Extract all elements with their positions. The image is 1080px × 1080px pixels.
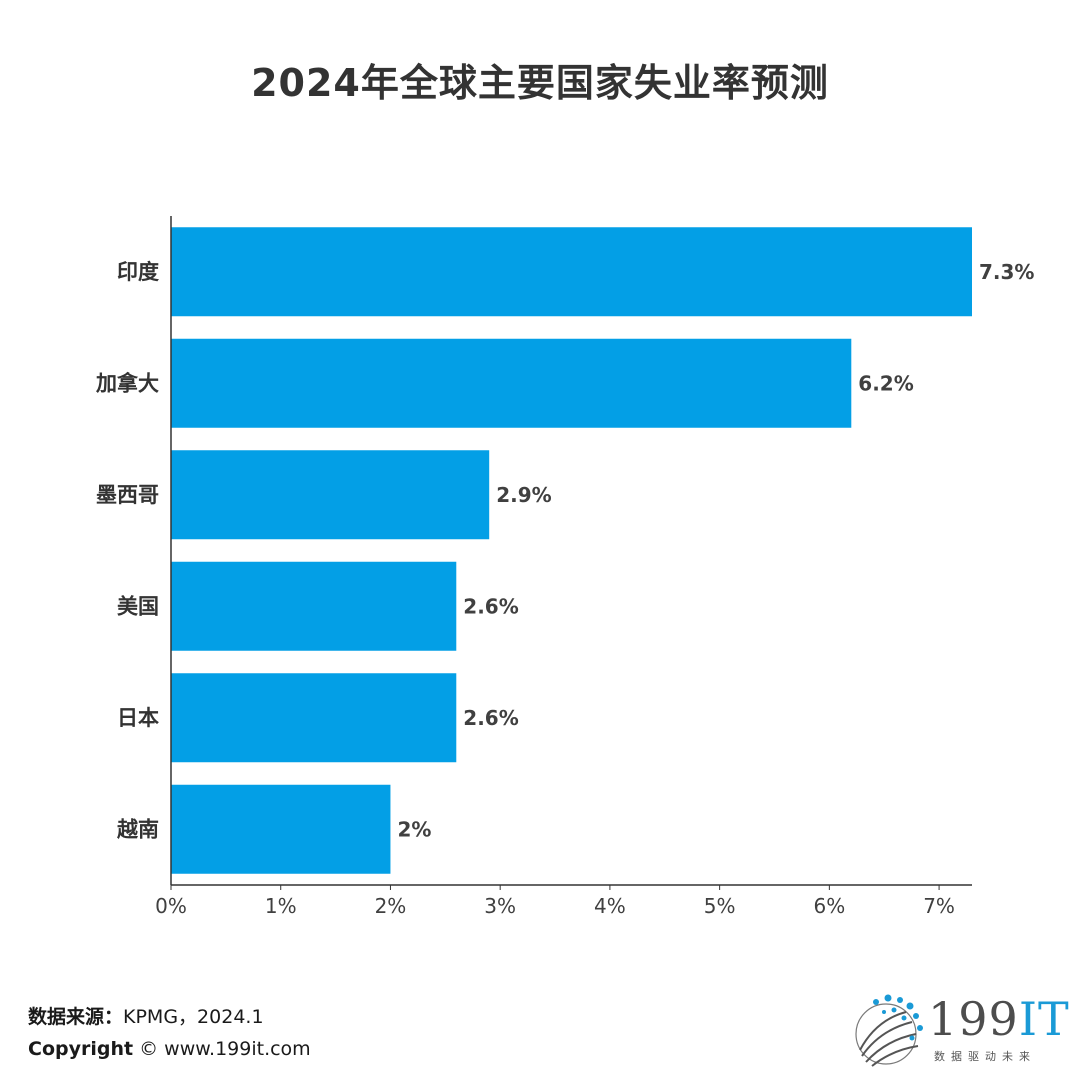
value-label-1: 6.2% — [858, 371, 913, 395]
x-tick-label-2: 2% — [375, 894, 407, 918]
category-label-4: 日本 — [117, 706, 159, 730]
bar-0 — [171, 227, 972, 317]
category-label-2: 墨西哥 — [96, 483, 159, 507]
chart-title: 2024年全球主要国家失业率预测 — [251, 61, 829, 105]
logo-wordmark: 199IT — [928, 992, 1070, 1046]
category-label-5: 越南 — [116, 817, 159, 841]
x-tick-label-6: 6% — [813, 894, 845, 918]
bar-4 — [171, 673, 457, 763]
bar-3 — [171, 561, 457, 651]
copyright-label: Copyright — [28, 1038, 134, 1060]
x-tick-label-4: 4% — [594, 894, 626, 918]
category-label-1: 加拿大 — [95, 371, 159, 395]
copyright-note: Copyright © www.199it.com — [28, 1038, 311, 1060]
bar-5 — [171, 784, 391, 874]
source-value: KPMG，2024.1 — [123, 1006, 264, 1028]
x-tick-label-1: 1% — [265, 894, 297, 918]
logo-dots-icon — [855, 994, 923, 1067]
brand-logo: 199IT 数据驱动未来 — [846, 990, 1069, 1070]
bar-chart: 印度 7.3% 加拿大 6.2% 墨西哥 2.9% 美国 2.6% 日本 2.6% 越南 2% 0% 1%… — [95, 216, 1034, 918]
source-note: 数据来源：KPMG，2024.1 — [28, 1002, 264, 1029]
x-tick-label-5: 5% — [704, 894, 736, 918]
bar-1 — [171, 338, 852, 428]
source-label: 数据来源： — [28, 1006, 124, 1028]
value-label-2: 2.9% — [496, 483, 551, 507]
logo-slogan: 数据驱动未来 — [934, 1050, 1036, 1063]
category-label-0: 印度 — [117, 260, 159, 284]
value-label-3: 2.6% — [463, 594, 518, 618]
x-tick-label-0: 0% — [155, 894, 187, 918]
category-label-3: 美国 — [117, 594, 159, 618]
x-tick-label-3: 3% — [484, 894, 516, 918]
x-tick-label-7: 7% — [923, 894, 955, 918]
value-label-5: 2% — [397, 817, 431, 841]
value-label-4: 2.6% — [463, 706, 518, 730]
value-label-0: 7.3% — [979, 260, 1034, 284]
bar-2 — [171, 450, 490, 540]
copyright-value: © www.199it.com — [139, 1038, 311, 1060]
